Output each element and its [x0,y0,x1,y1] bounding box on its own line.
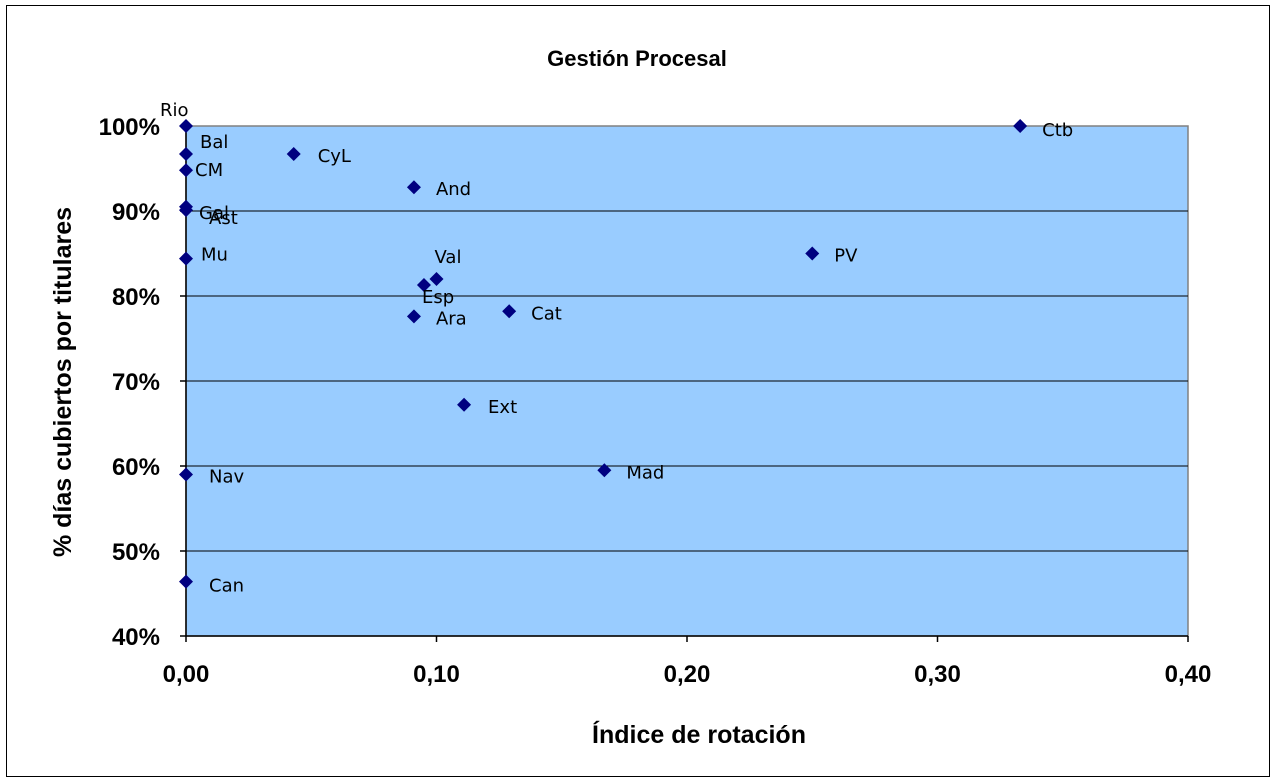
y-tick-label: 100% [99,114,160,141]
data-point-label: CyL [318,146,351,167]
x-tick-label: 0,20 [664,661,711,688]
x-tick-label: 0,10 [413,661,460,688]
data-point-label: Ext [488,397,517,418]
data-point-marker [429,272,444,286]
data-point-label: Cat [531,303,562,324]
data-point-marker [179,203,193,218]
data-point-label: Ctb [1042,120,1073,141]
data-point-marker [597,463,612,478]
data-point-marker [1013,119,1028,133]
data-point-marker [179,467,193,482]
y-tick-label: 80% [112,284,160,311]
data-point-label: CM [195,160,223,181]
data-point-label: Mad [626,462,664,483]
data-point-marker [406,180,421,195]
data-point-marker [179,574,193,589]
data-point-label: Ara [436,308,467,329]
data-point-marker [457,397,472,412]
x-tick-label: 0,00 [163,661,210,688]
x-axis-title: Índice de rotación [592,720,806,749]
x-axis: 0,00 0,10 0,20 0,30 0,40 [163,635,1212,688]
chart-title: Gestión Procesal [547,46,727,71]
x-tick-label: 0,40 [1165,661,1212,688]
y-axis-title: % días cubiertos por titulares [49,207,77,557]
data-point-marker [406,309,421,324]
data-point-label: Can [209,576,244,597]
data-point-marker [286,147,301,162]
data-point-marker [416,277,431,292]
data-point-label: Bal [200,132,228,153]
data-point-label: Nav [209,467,244,488]
data-point-label: Rio [160,100,189,121]
data-point-label: And [436,179,471,200]
y-tick-label: 60% [112,454,160,481]
y-tick-label: 40% [112,624,160,651]
data-point-label: PV [834,246,858,267]
data-point-label: Esp [422,287,454,308]
y-tick-label: 90% [112,199,160,226]
data-point-marker [179,119,193,133]
data-point-marker [179,163,193,178]
data-point-label: Gal [199,203,229,224]
data-point-label: Ast [209,208,238,229]
y-axis: 40% 50% 60% 70% 80% 90% 100% [99,114,187,651]
y-tick-label: 70% [112,369,160,396]
y-tick-label: 50% [112,539,160,566]
data-point-marker [502,304,517,319]
x-tick-label: 0,30 [914,661,961,688]
data-point-marker [805,246,820,261]
data-point-marker [179,251,193,266]
data-point-label: Mu [201,245,228,266]
scatter-chart: Gestión Procesal 40%50%60%70%80%90%100% … [49,46,1212,749]
data-point-label: Val [435,247,462,268]
chart-frame: Gestión Procesal 40% 50% 60% 70% 80% 90% 100% … [6,5,1270,777]
gridlines [186,210,1188,552]
data-point-marker [179,147,193,162]
